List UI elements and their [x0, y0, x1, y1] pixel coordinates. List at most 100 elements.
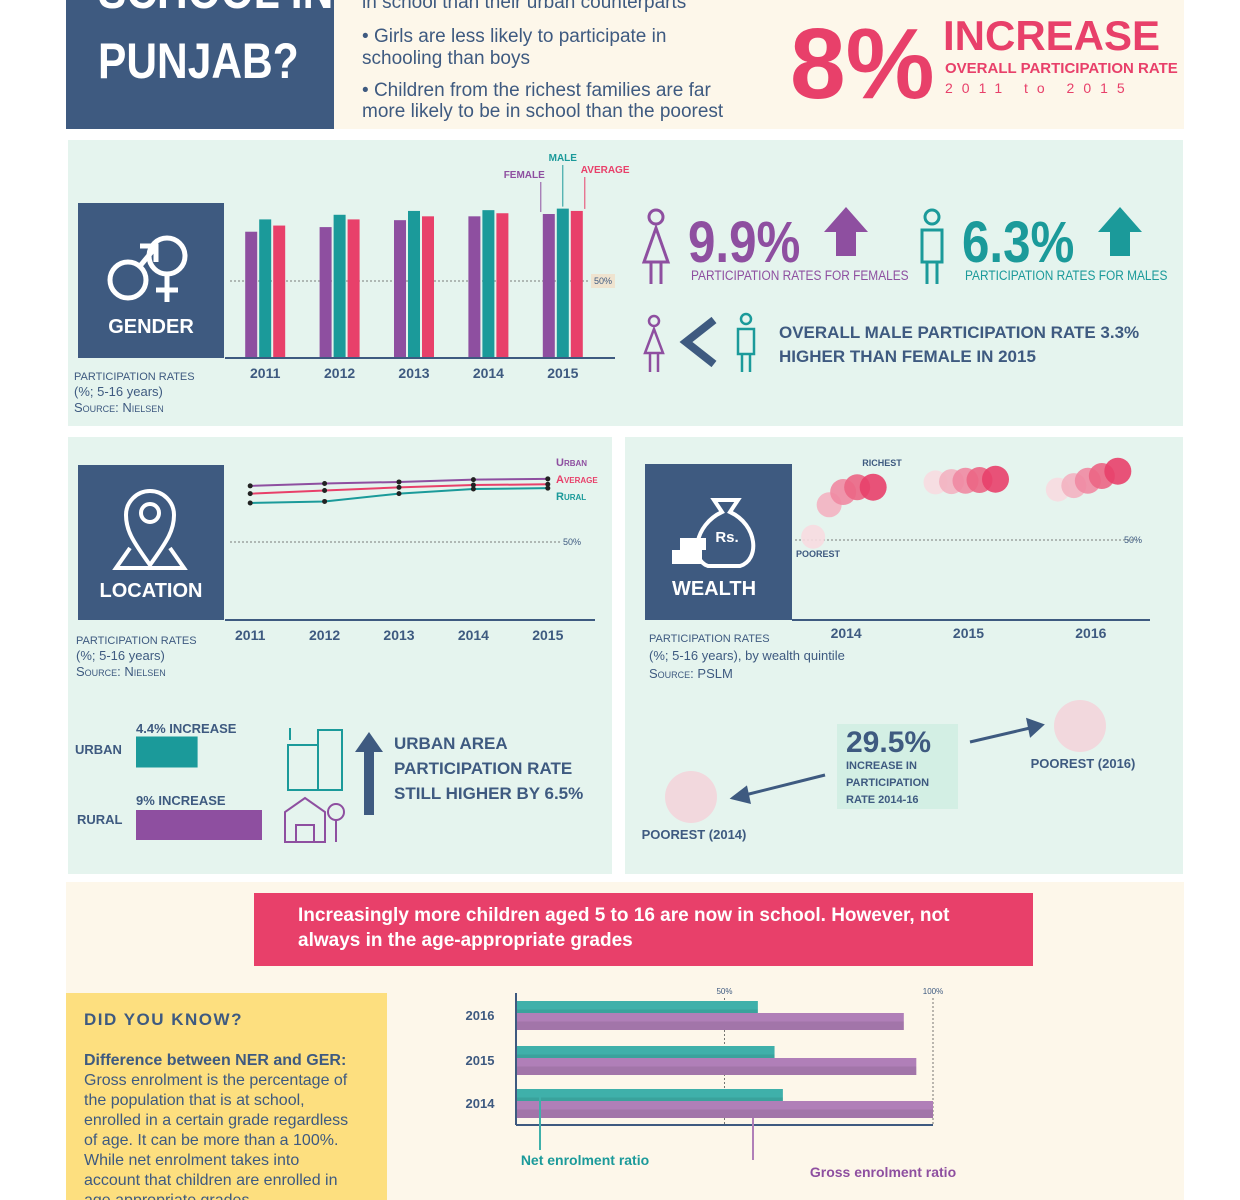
bullet-text: in school than their urban counterparts [362, 0, 686, 13]
value-label: 4.4% INCREASE [136, 721, 237, 736]
x-tick-label: 100% [923, 987, 943, 996]
poorest-label: POOREST (2014) [642, 827, 747, 842]
male-label: PARTICIPATION RATES FOR MALES [965, 267, 1168, 283]
point [545, 476, 551, 482]
y-tick-label: 2014 [466, 1096, 496, 1111]
section-heading: LOCATION [100, 580, 203, 602]
male-stat: 6.3% [962, 210, 1074, 275]
source-note: Source: Nielsen [74, 400, 164, 415]
bar [482, 210, 495, 358]
category-label: URBAN [75, 742, 122, 757]
x-tick-label: 2012 [309, 627, 340, 643]
x-tick-label: 2015 [547, 365, 578, 381]
urban-note: STILL HIGHER BY 6.5% [394, 784, 583, 803]
annotation: POOREST [796, 549, 841, 559]
stat-period: 2011 to 2015 [945, 80, 1134, 96]
point [545, 485, 551, 491]
y-tick-label: 50% [1124, 535, 1142, 545]
gender-box [78, 203, 224, 358]
body-line: While net enrolment takes into [84, 1152, 299, 1169]
comparison: HIGHER THAN FEMALE IN 2015 [779, 347, 1036, 366]
point [470, 477, 476, 483]
section-heading: GENDER [108, 316, 194, 338]
bar-shade [516, 1066, 917, 1075]
x-tick-label: 2012 [324, 365, 355, 381]
x-tick-label: 2011 [235, 627, 266, 643]
less-than [679, 316, 717, 368]
bar [516, 1058, 917, 1075]
up-arrow [824, 207, 868, 256]
farm-icon [284, 796, 345, 843]
bullet-text: Children from the richest families are f… [374, 80, 712, 101]
wealth-stat-label: PARTICIPATION [846, 777, 929, 789]
annotation: RICHEST [862, 458, 902, 468]
bar [333, 214, 346, 358]
bar [496, 213, 509, 358]
bar [516, 1101, 933, 1118]
bubble [1104, 457, 1132, 485]
x-tick-label: 2016 [1075, 625, 1106, 641]
source-note: (%; 5-16 years) [76, 648, 165, 663]
bar [136, 736, 198, 768]
legend-label: Gross enrolment ratio [810, 1164, 956, 1180]
bar [273, 225, 286, 358]
x-tick-label: 2015 [953, 625, 984, 641]
did-you-know-box [66, 993, 387, 1200]
male-figure-small [736, 312, 756, 372]
bar [245, 231, 258, 358]
body-line: enrolled in a certain grade regardless [84, 1112, 348, 1129]
legend-label: Average [556, 474, 598, 486]
category-label: RURAL [77, 812, 123, 827]
x-tick-label: 50% [716, 987, 732, 996]
poorest-bubble [665, 771, 717, 823]
title: SCHOOL IN [98, 0, 333, 19]
title: PUNJAB? [98, 33, 299, 89]
point [470, 486, 476, 492]
bar [136, 810, 262, 840]
legend-label: Urban [556, 457, 587, 469]
bullet-text: Girls are less likely to participate in [374, 26, 667, 47]
point [396, 491, 402, 497]
bubble [859, 473, 887, 501]
point [322, 488, 328, 494]
wealth-stat-label: INCREASE IN [846, 760, 917, 772]
body-text: Gross enrolment is the percentage of the… [84, 1072, 348, 1200]
bullet-text: more likely to be in school than the poo… [362, 101, 724, 122]
body-line: Gross enrolment is the percentage of [84, 1072, 348, 1089]
location-icon [112, 489, 188, 570]
point [322, 481, 328, 486]
point [396, 484, 402, 490]
bar-shade [516, 1021, 904, 1030]
city-icon [287, 728, 343, 791]
x-tick-label: 2014 [458, 627, 489, 643]
body-line: of age. It can be more than a 100%. [84, 1132, 338, 1149]
bubble [801, 524, 826, 549]
x-tick-label: 2014 [473, 365, 504, 381]
poorest-label: POOREST (2016) [1031, 756, 1136, 771]
x-tick-label: 2013 [398, 365, 429, 381]
title-box [66, 0, 334, 129]
urban-note: PARTICIPATION RATE [394, 759, 572, 778]
up-arrow [355, 732, 383, 815]
bar [468, 216, 481, 358]
source-note: Source: PSLM [649, 666, 733, 681]
y-tick-label: 2016 [466, 1008, 495, 1023]
point [470, 482, 476, 488]
urban-note: URBAN AREA [394, 734, 508, 753]
source-note: PARTICIPATION RATES [76, 635, 197, 647]
x-tick-label: 2011 [250, 365, 281, 381]
source-note: (%; 5-16 years) [74, 384, 163, 399]
point [396, 479, 402, 485]
point [247, 491, 253, 497]
source-note: PARTICIPATION RATES [74, 371, 195, 383]
stat-value: 8% [790, 8, 935, 120]
bubble [982, 465, 1009, 493]
point [247, 500, 253, 506]
stat-label: INCREASE [943, 12, 1160, 59]
x-tick-label: 2015 [532, 627, 563, 643]
poorest-bubble [1054, 700, 1106, 752]
point [247, 483, 253, 489]
female-figure [641, 208, 671, 284]
legend-label: Rural [556, 491, 586, 503]
